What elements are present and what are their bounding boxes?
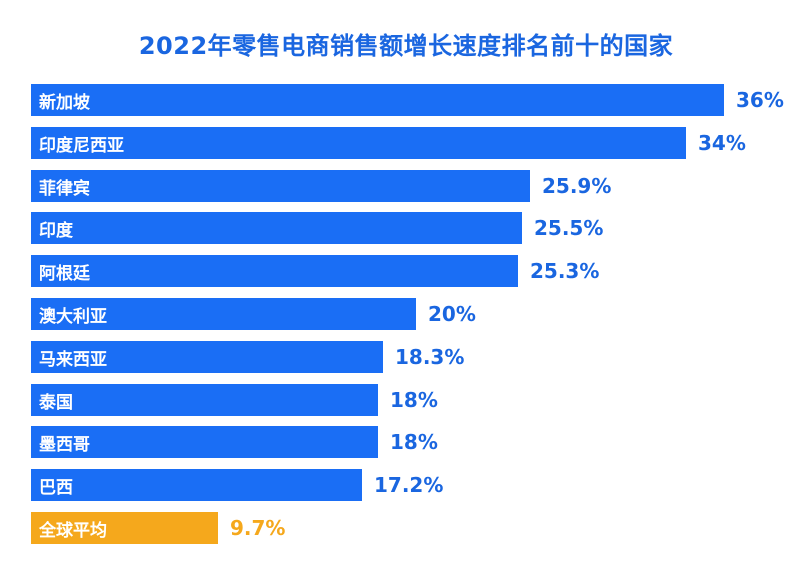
category-label: 泰国	[39, 392, 73, 413]
category-label: 全球平均	[39, 520, 107, 541]
bar: 印度尼西亚	[31, 127, 686, 159]
average-bar: 全球平均	[31, 512, 218, 544]
bar: 泰国	[31, 384, 378, 416]
category-label: 印度	[39, 220, 73, 241]
category-label: 墨西哥	[39, 434, 90, 455]
value-label: 25.5%	[534, 216, 604, 240]
category-label: 新加坡	[39, 92, 90, 113]
bar: 马来西亚	[31, 341, 383, 373]
value-label: 18.3%	[395, 345, 465, 369]
bar: 澳大利亚	[31, 298, 416, 330]
value-label: 18%	[390, 430, 438, 454]
bar: 巴西	[31, 469, 362, 501]
category-label: 菲律宾	[39, 178, 90, 199]
chart-title: 2022年零售电商销售额增长速度排名前十的国家	[138, 32, 674, 60]
value-label: 25.3%	[530, 259, 600, 283]
bar: 印度	[31, 212, 522, 244]
category-label: 澳大利亚	[39, 306, 107, 327]
category-label: 马来西亚	[39, 349, 107, 370]
bar: 墨西哥	[31, 426, 378, 458]
value-label: 20%	[428, 302, 476, 326]
value-label: 25.9%	[542, 174, 612, 198]
category-label: 阿根廷	[39, 263, 90, 284]
bar: 新加坡	[31, 84, 724, 116]
category-label: 巴西	[39, 477, 73, 498]
value-label: 18%	[390, 388, 438, 412]
value-label: 34%	[698, 131, 746, 155]
value-label: 36%	[736, 88, 784, 112]
category-label: 印度尼西亚	[39, 135, 124, 156]
value-label: 17.2%	[374, 473, 444, 497]
bar: 阿根廷	[31, 255, 518, 287]
bar: 菲律宾	[31, 170, 530, 202]
value-label: 9.7%	[230, 516, 286, 540]
